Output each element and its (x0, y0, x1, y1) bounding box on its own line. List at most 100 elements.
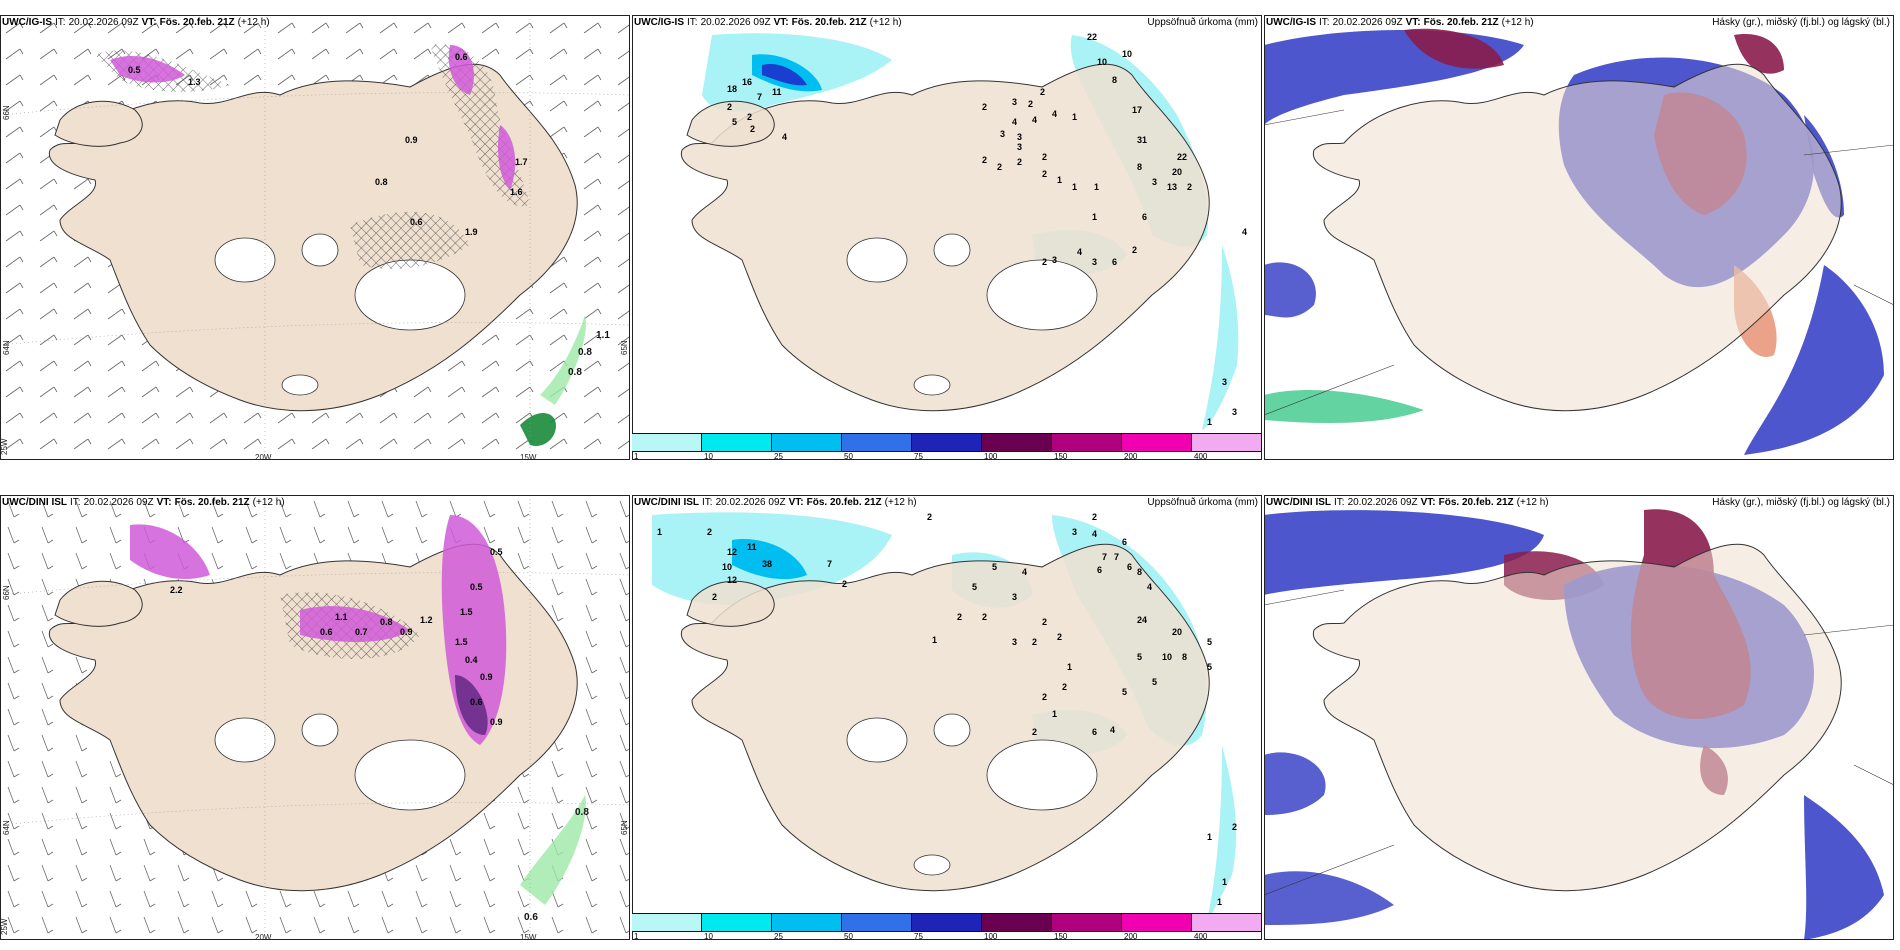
colorbar-labels: 1 10 25 50 75 100 150 200 400 (632, 932, 1262, 942)
it-label: IT: (687, 17, 698, 28)
precip-area-northwest-heavy (762, 64, 807, 86)
precip-value: 4 (1147, 582, 1152, 592)
map-top-left: 1.1 0.8 0.8 0.5 1.3 0.8 1.6 0.6 1.9 0.9 … (0, 15, 630, 460)
precip-colorbar: 1 10 25 50 75 100 150 200 400 (632, 433, 1262, 461)
map-top-middle: 22 10 10 8 17 31 22 20 13 2 3 6 8 4 3 2 … (680, 32, 1247, 430)
precip-value: 11 (747, 542, 757, 552)
precip-value: 2 (927, 512, 932, 522)
precip-value: 0.5 (128, 65, 141, 75)
low-cloud-southwest (1264, 871, 1394, 925)
precip-value: 0.6 (320, 627, 333, 637)
vt-value: Fös. 20.feb. 21Z (159, 17, 235, 28)
precip-value: 2 (1132, 245, 1137, 255)
colorbar-swatches (632, 433, 1262, 452)
iceland-land (1312, 63, 1842, 412)
colorbar-label: 1 (634, 932, 639, 941)
precip-value: 2 (842, 579, 847, 589)
glacier (913, 854, 951, 876)
precip-value: 16 (742, 77, 752, 87)
precip-value: 1 (657, 527, 662, 537)
lon-label: 20W (255, 453, 272, 462)
precip-value: 1.1 (596, 330, 610, 341)
glacier (933, 233, 971, 267)
model-name: UWC/IG-IS (634, 17, 684, 28)
precip-value: 0.7 (355, 627, 368, 637)
precip-value: 2 (982, 102, 987, 112)
colorbar-label: 400 (1194, 452, 1208, 461)
precip-value: 2 (1187, 182, 1192, 192)
panel-title: UWC/IG-IS IT: 20.02.2026 09Z VT: Fös. 20.feb… (1266, 17, 1534, 28)
precip-value: 10 (1097, 57, 1107, 67)
lon-label: 20W (255, 933, 272, 942)
precip-value: 5 (1207, 637, 1212, 647)
precip-value: 2 (997, 162, 1002, 172)
precip-value: 2 (750, 124, 755, 134)
colorbar-swatch (912, 434, 982, 451)
lat-label: 66N (2, 105, 11, 120)
precip-value: 2 (982, 612, 987, 622)
vt-label: VT: (141, 17, 157, 28)
precip-value: 1 (1207, 417, 1212, 427)
colorbar-swatch (702, 914, 772, 931)
colorbar-label: 50 (844, 932, 853, 941)
precip-value: 3 (1017, 132, 1022, 142)
colorbar-swatch (772, 434, 842, 451)
colorbar-label: 75 (914, 452, 923, 461)
precip-value: 6 (1122, 537, 1127, 547)
precip-value: 4 (1110, 725, 1115, 735)
precip-value: 1.5 (455, 637, 468, 647)
low-cloud-north (1264, 510, 1544, 595)
lead-time: (+12 h) (1516, 497, 1549, 508)
northwest-peninsula (686, 580, 775, 627)
panel-top-left-wind-map: 1.1 0.8 0.8 0.5 1.3 0.8 1.6 0.6 1.9 0.9 … (0, 15, 630, 462)
vt-label: VT: (1405, 17, 1421, 28)
low-cloud-west (1264, 262, 1316, 318)
green-band-southeast (540, 315, 586, 405)
precip-value: 2.2 (170, 585, 183, 595)
colorbar-label: 25 (774, 452, 783, 461)
precip-value: 0.8 (575, 807, 589, 818)
precip-value: 2 (1042, 617, 1047, 627)
grid-line (1264, 844, 1395, 896)
precip-value: 10 (722, 562, 732, 572)
precip-value: 22 (1087, 32, 1097, 42)
precip-value: 0.9 (480, 672, 493, 682)
panel-title: UWC/DINI ISL IT: 20.02.2026 09Z VT: Fös. 20.… (1266, 497, 1549, 508)
precip-value: 5 (992, 562, 997, 572)
precip-value: 1.3 (188, 77, 201, 87)
high-cloud-southwest (1264, 390, 1424, 423)
glacier (986, 739, 1098, 811)
precip-value: 0.9 (490, 717, 503, 727)
colorbar-swatch (772, 914, 842, 931)
precip-value: 4 (782, 132, 787, 142)
colorbar-swatch (1192, 914, 1262, 931)
green-precip-southeast (520, 413, 556, 446)
colorbar-label: 50 (844, 452, 853, 461)
panel-bottom-middle-precip-map: 2 3 4 2 6 7 7 6 8 6 4 24 20 5 10 8 5 5 5… (632, 495, 1262, 942)
precip-value: 4 (1032, 115, 1037, 125)
it-label: IT: (1334, 497, 1345, 508)
lat-label: 64N (2, 820, 11, 835)
precip-value: 13 (1167, 182, 1177, 192)
low-cloud-west (1264, 752, 1326, 815)
precip-value: 3 (1092, 257, 1097, 267)
colorbar-swatch (632, 914, 702, 931)
precip-value: 4 (1077, 247, 1082, 257)
precip-value: 3 (1017, 142, 1022, 152)
precip-value: 1.9 (465, 227, 478, 237)
precip-value: 4 (1022, 567, 1027, 577)
precip-value: 2 (712, 592, 717, 602)
colorbar-label: 100 (984, 452, 998, 461)
grid-line (1264, 364, 1395, 416)
lon-label-25w: 25W (0, 438, 9, 455)
precip-value: 1 (1094, 182, 1099, 192)
snow-area-north (110, 55, 185, 83)
lon-label: 15W (520, 933, 537, 942)
vt-label: VT: (788, 497, 804, 508)
grid-line (1803, 144, 1894, 156)
precip-value: 3 (1072, 527, 1077, 537)
precip-value: 38 (762, 559, 772, 569)
colorbar-label: 200 (1124, 452, 1138, 461)
snow-area-east (448, 45, 474, 95)
precip-value: 2 (1032, 637, 1037, 647)
